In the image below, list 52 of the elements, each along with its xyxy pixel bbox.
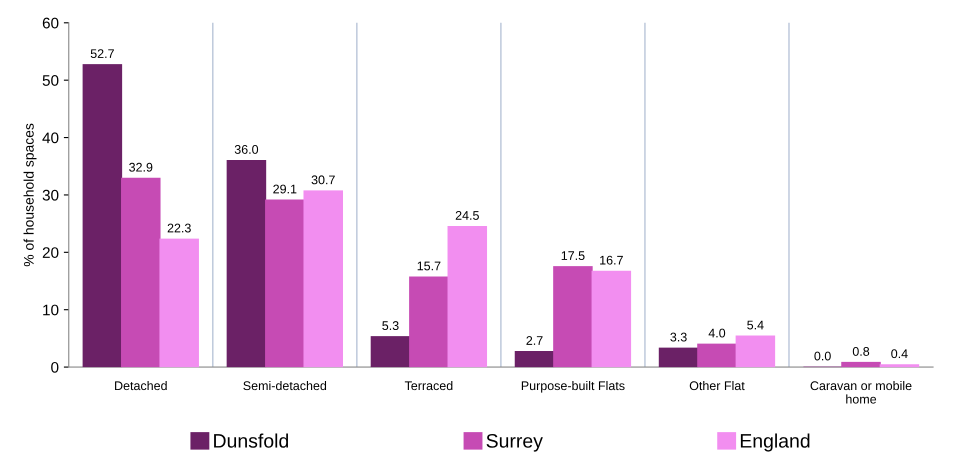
bar <box>265 200 305 368</box>
data-label: 3.3 <box>670 332 687 342</box>
data-label: 17.5 <box>562 251 585 260</box>
y-tick-label: 10 <box>43 304 58 316</box>
bar <box>697 344 737 368</box>
legend-label: England <box>740 433 810 452</box>
y-tick-label: 40 <box>42 132 58 144</box>
bar <box>553 266 593 368</box>
bar <box>448 226 488 368</box>
data-label: 5.4 <box>747 320 764 330</box>
bar <box>736 336 776 368</box>
bar <box>658 348 698 368</box>
data-label: 29.1 <box>273 184 296 194</box>
data-label: 36.0 <box>234 145 258 154</box>
y-tick-label: 60 <box>42 18 58 28</box>
y-tick-label: 50 <box>42 75 58 86</box>
legend-label: Dunsfold <box>214 433 288 448</box>
bar <box>841 362 881 368</box>
data-label: 30.7 <box>312 175 335 184</box>
legend-label: Surrey <box>486 434 543 452</box>
y-axis-title: % of household spaces <box>24 124 36 266</box>
data-label: 4.0 <box>708 328 726 338</box>
data-label: 2.7 <box>526 336 543 345</box>
bar <box>82 64 122 368</box>
bar <box>592 270 632 368</box>
data-label: 0.0 <box>814 352 831 360</box>
y-tick-label: 0 <box>51 362 58 373</box>
y-tick-label: 30 <box>42 190 58 201</box>
x-tick-label: Detached <box>115 380 167 390</box>
bar <box>121 178 161 368</box>
data-label: 0.4 <box>891 349 908 358</box>
x-tick-label: Caravan or mobile home <box>810 380 912 404</box>
data-label: 52.7 <box>90 49 114 58</box>
data-label: 22.3 <box>168 224 191 232</box>
x-tick-label: Semi-detached <box>243 380 326 390</box>
bar <box>409 276 449 368</box>
x-tick-label: Other Flat <box>690 380 745 390</box>
data-label: 24.5 <box>456 211 479 220</box>
bar <box>226 160 266 368</box>
data-label: 16.7 <box>600 256 623 265</box>
data-label: 5.3 <box>382 321 399 330</box>
bar <box>880 364 920 368</box>
data-label: 15.7 <box>418 262 440 270</box>
bar <box>370 336 410 368</box>
bar <box>303 190 343 368</box>
x-tick-label: Terraced <box>404 380 452 390</box>
data-label: 0.8 <box>852 347 870 356</box>
data-label: 32.9 <box>129 162 152 172</box>
bar <box>159 238 199 368</box>
x-tick-label: Purpose-built Flats <box>522 380 625 393</box>
y-tick-label: 20 <box>42 247 58 258</box>
bar <box>514 351 554 368</box>
